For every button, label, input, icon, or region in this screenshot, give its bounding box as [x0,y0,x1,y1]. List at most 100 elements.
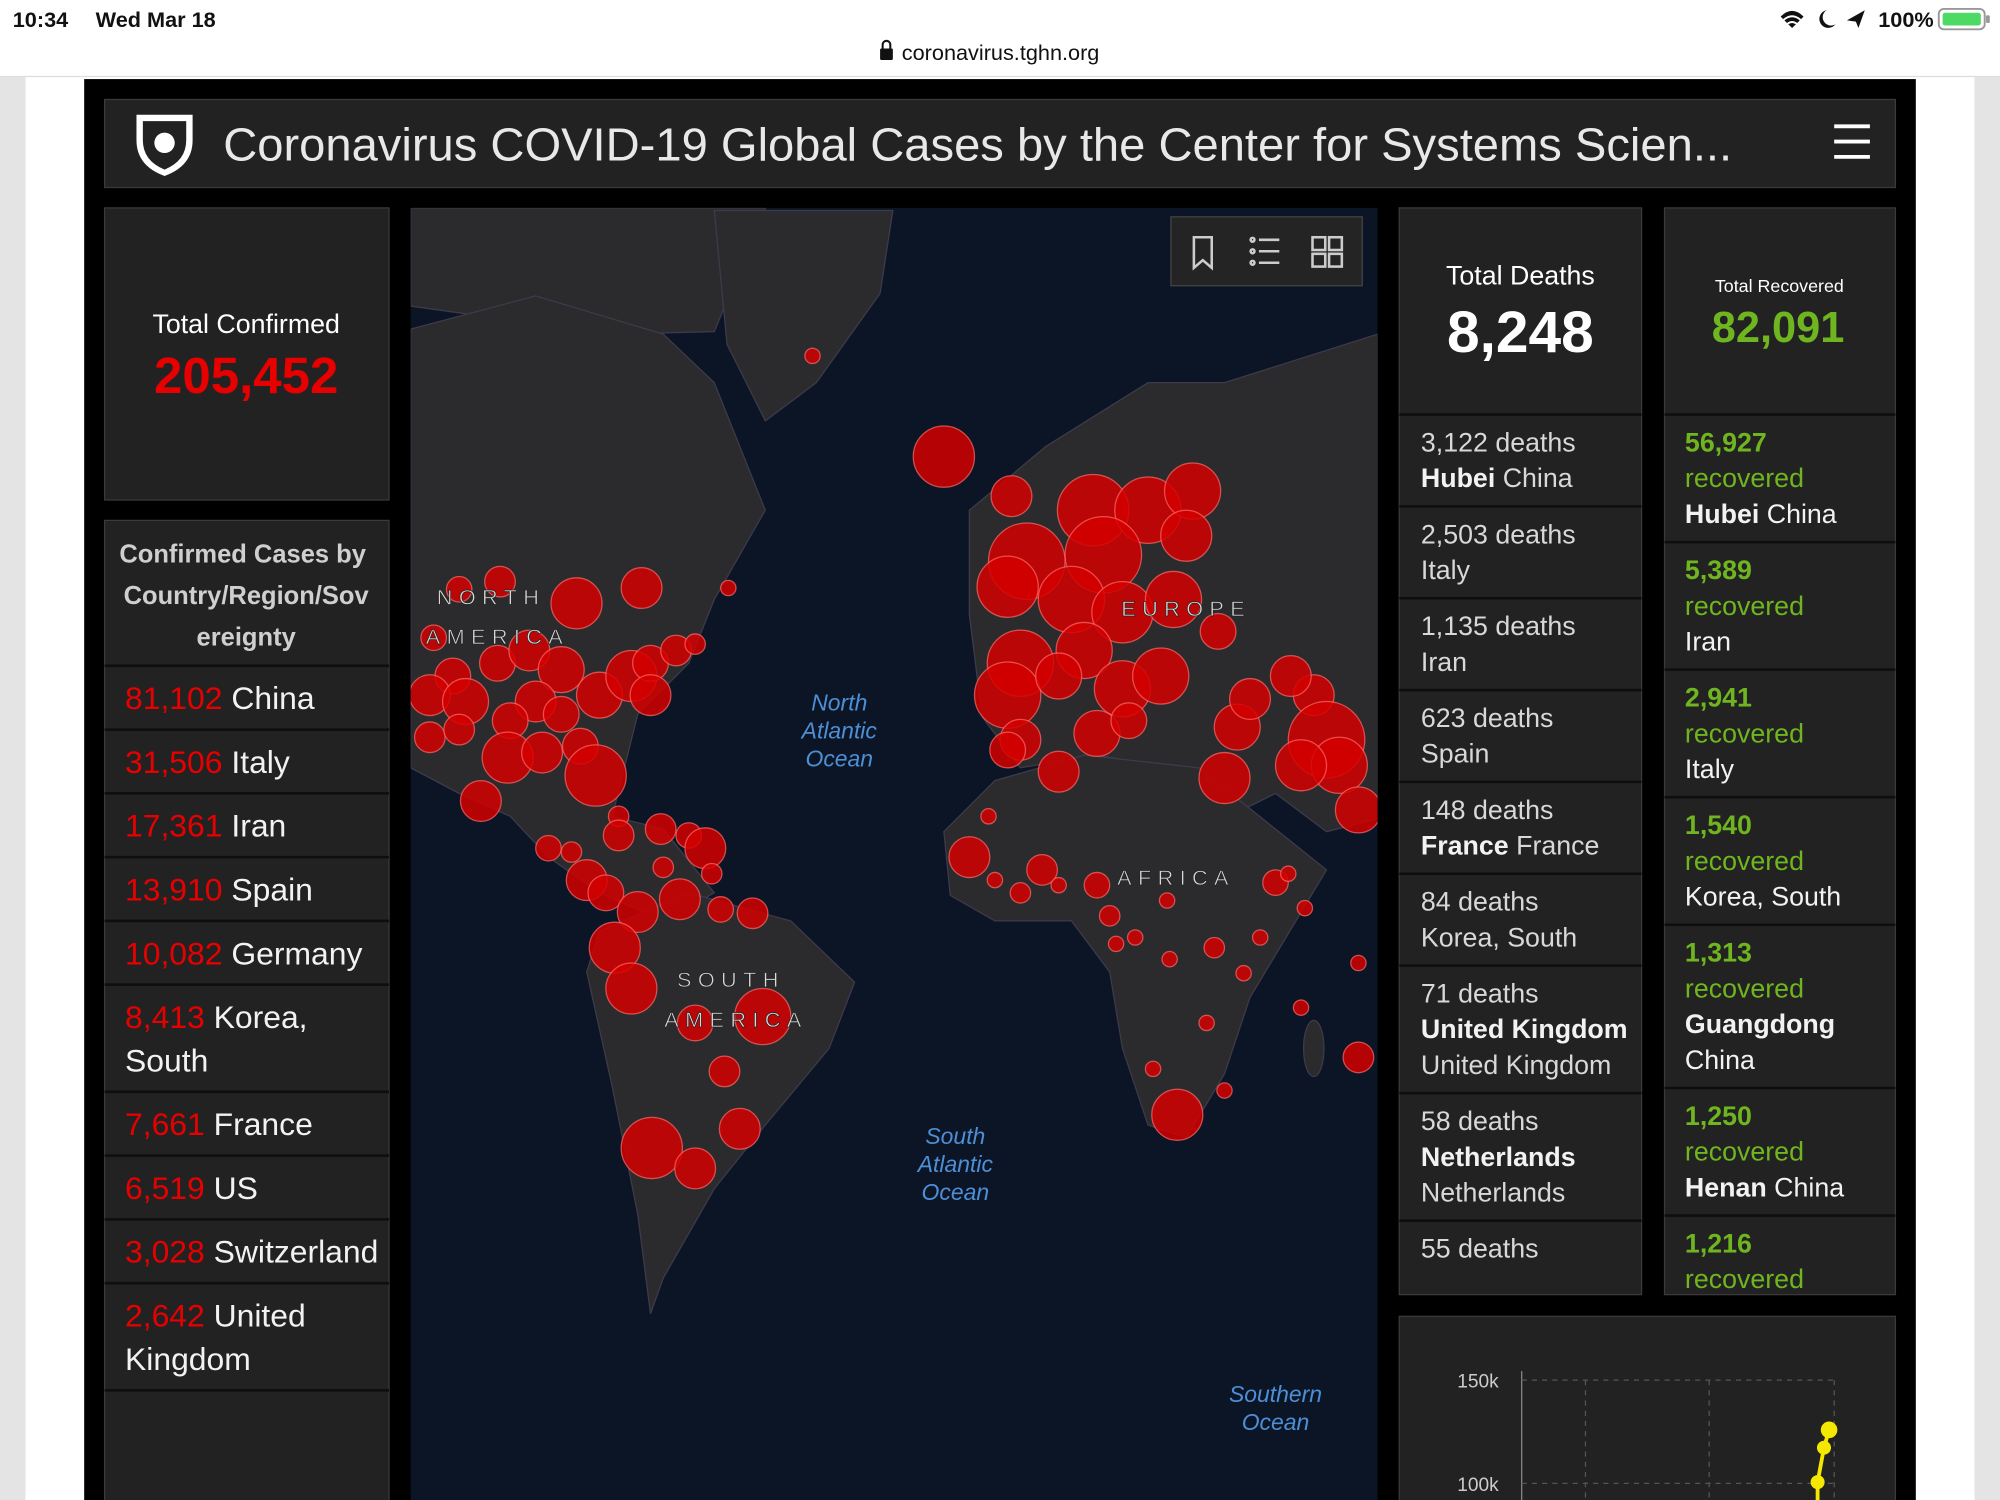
case-bubble [537,646,585,694]
place-name: United Kingdom [125,1298,315,1377]
recovered-word: recovered [1685,463,1804,493]
region-name: France [1421,831,1509,861]
case-bubble [708,1055,741,1088]
case-bubble [535,834,562,862]
case-bubble [484,565,516,598]
side-strip [0,76,26,1500]
case-count: 10,082 [125,935,223,971]
country-name: China [1503,463,1573,493]
case-bubble [1098,904,1121,927]
case-bubble [948,836,991,879]
deaths-label: Total Deaths [1446,260,1595,290]
recovered-word: recovered [1685,846,1804,876]
case-bubble [521,731,564,774]
y-tick-label: 150k [1457,1372,1499,1393]
country-name: China [1767,499,1837,529]
recovered-label: Total Recovered [1715,276,1844,296]
recovered-word: recovered [1685,718,1804,748]
confirmed-total: 205,452 [154,347,338,404]
case-bubble [1037,750,1080,793]
confirmed-panel [103,207,390,501]
ocean-label: South [925,1123,985,1149]
list-row: 13,910 Spain [125,872,313,908]
deaths-total: 8,248 [1447,300,1594,365]
logo [136,114,193,177]
recovered-count: 1,216 [1685,1229,1752,1259]
deaths-row: 1,135 deaths Iran [1421,611,1576,677]
case-bubble [542,695,580,733]
country-name: Iran [1685,627,1731,657]
status-time: 10:34 [13,7,68,32]
case-bubble [1160,509,1213,562]
case-bubble [1132,647,1190,705]
list-button[interactable] [1249,236,1280,266]
recovered-row: 1,250 recovered Henan China [1685,1101,1844,1202]
case-bubble [1216,1082,1233,1099]
case-bubble [1026,853,1059,886]
ocean-label: Ocean [1242,1409,1310,1435]
place-name: China [231,680,315,716]
confirmed-list-panel [103,519,390,1500]
lock-icon [880,39,893,60]
case-bubble [720,579,737,597]
recovered-count: 56,927 [1685,428,1767,458]
death-count: 148 deaths [1421,795,1553,825]
trend-chart: 150k 100k [1457,1371,1838,1500]
case-bubble [1235,964,1252,982]
place-name: Switzerland [214,1234,379,1270]
place-name: France [214,1106,313,1142]
case-count: 13,910 [125,872,223,908]
case-bubble [550,577,603,630]
grid [1521,1379,1837,1500]
country-name: Italy [1685,754,1735,784]
death-count: 55 deaths [1421,1234,1539,1264]
ocean-label: Southern [1229,1381,1322,1407]
region-label: NORTH [437,585,546,610]
case-count: 2,642 [125,1298,205,1334]
case-count: 81,102 [125,680,223,716]
case-bubble [684,827,727,870]
case-bubble [990,475,1033,518]
trend-line [1810,1421,1838,1500]
case-bubble [629,674,672,717]
death-count: 623 deaths [1421,703,1553,733]
case-bubble [652,856,675,879]
deaths-list: 3,122 deaths Hubei China 2,503 deaths Italy 1… [1399,413,1642,1264]
case-bubble [973,661,1042,729]
case-bubble [1269,654,1312,698]
country-name: Spain [1421,739,1489,769]
country-name: Netherlands [1421,1178,1565,1208]
ocean-label: Ocean [922,1179,990,1205]
death-count: 2,503 deaths [1421,519,1576,549]
case-bubbles [410,347,1378,1190]
case-bubble [674,1147,717,1190]
case-bubble [1198,751,1251,805]
map-layer: NORTH AMERICA EUROPE AFRICA SOUTH AMERICA Nort… [410,207,1378,1435]
menu-button[interactable] [1834,124,1870,159]
region-name: Guangdong [1685,1009,1835,1039]
case-bubble [734,987,792,1046]
basemap-button[interactable] [1311,235,1344,268]
case-bubble [707,896,735,923]
case-bubble [1198,1014,1215,1032]
list-row: 6,519 US [125,1170,258,1206]
case-bubble [1110,702,1148,740]
deaths-panel [1398,207,1643,1296]
place-name: Spain [231,872,313,908]
ocean-label: North [811,689,867,715]
deaths-row: 148 deaths France France [1421,795,1600,861]
place-name: US [214,1170,258,1206]
case-bubble [1251,929,1269,946]
region-name: Hubei [1685,499,1759,529]
case-bubble [587,874,625,912]
case-bubble [1342,1041,1375,1074]
case-bubble [1279,865,1297,883]
recovered-panel [1663,207,1897,1296]
bookmark-button[interactable] [1192,235,1214,271]
deaths-row: 84 deaths Korea, South [1421,887,1577,953]
case-bubble [1292,999,1310,1016]
list-title: Confirmed Cases by Country/Region/Sov ere… [119,541,373,652]
case-count: 7,661 [125,1106,205,1142]
ocean-label: Atlantic [916,1151,994,1177]
url[interactable]: coronavirus.tghn.org [902,40,1100,65]
